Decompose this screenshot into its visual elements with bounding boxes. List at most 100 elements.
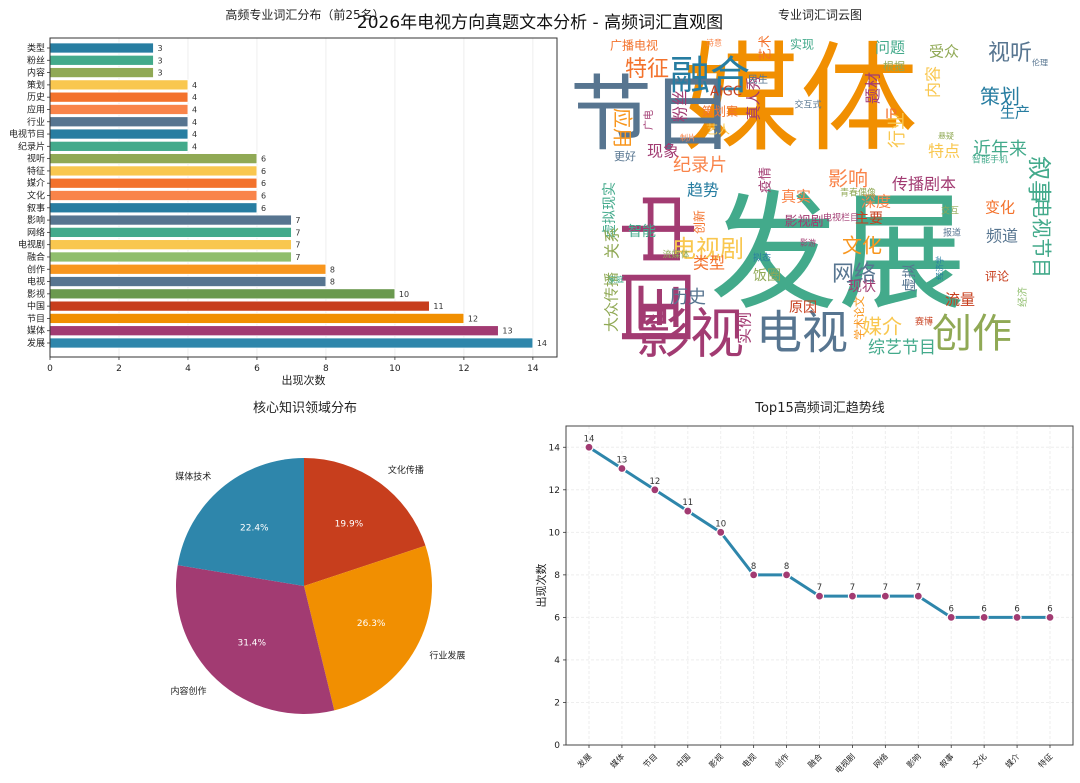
cloud-word: 悬疑 xyxy=(938,131,954,141)
x-tick-label: 中国 xyxy=(674,751,692,769)
data-point xyxy=(617,463,627,474)
x-tick-label: 发展 xyxy=(575,751,593,769)
cloud-word: 内容 xyxy=(924,66,943,98)
cloud-word: 饭圈 xyxy=(753,268,781,284)
x-tick-label: 影响 xyxy=(904,751,922,769)
x-tick-label: 媒介 xyxy=(1004,752,1022,770)
cloud-word: 关系 xyxy=(603,227,622,259)
cloud-word: 特征 xyxy=(625,57,669,82)
y-tick-label: 电视 xyxy=(27,276,45,288)
cloud-word: 影响 xyxy=(828,167,868,191)
x-tick-label: 电视剧 xyxy=(833,751,857,775)
cloud-word: 行业 xyxy=(887,112,908,148)
x-tick-label: 叙事 xyxy=(937,751,955,769)
cloud-word: 受众 xyxy=(929,43,959,61)
x-tick-label: 8 xyxy=(323,364,329,374)
bar-value-label: 4 xyxy=(192,142,197,151)
cloud-word: 发展 xyxy=(710,179,966,328)
data-point xyxy=(781,570,792,580)
cloud-word: 艺术 xyxy=(759,35,774,61)
cloud-word: 节目 xyxy=(570,67,734,162)
cloud-word: 网络 xyxy=(832,262,876,287)
x-tick-label: 10 xyxy=(389,364,401,374)
wordcloud-title: 专业词汇词云图 xyxy=(777,8,862,22)
cloud-word: 交互式 xyxy=(794,99,821,111)
y-tick-label: 媒介 xyxy=(27,178,45,189)
cloud-word: 综艺节目 xyxy=(868,338,936,358)
cloud-word: 经济 xyxy=(1016,287,1029,307)
bar-value-label: 12 xyxy=(468,314,478,323)
cloud-word: 电视栏目 xyxy=(823,212,859,224)
data-point xyxy=(946,612,956,623)
y-tick-label: 行业 xyxy=(27,116,45,128)
cloud-word: 民生 xyxy=(748,73,768,86)
cloud-word: 趋势 xyxy=(687,181,719,200)
y-tick-label: 叙事 xyxy=(27,202,45,214)
cloud-word: 更好 xyxy=(614,149,636,163)
y-tick-label: 应用 xyxy=(27,103,45,115)
y-tick-label: 发展 xyxy=(27,337,45,349)
cloud-word: 传播剧本 xyxy=(892,175,956,194)
cloud-word: 问题 xyxy=(875,39,905,57)
data-point xyxy=(683,506,693,516)
data-point xyxy=(584,442,594,452)
cloud-word: 拟态 xyxy=(753,252,771,264)
y-tick-label: 特征 xyxy=(27,165,45,177)
bar-value-label: 14 xyxy=(537,339,547,348)
cloud-word: 流媒体 xyxy=(662,249,689,261)
y-tick-label: 历史 xyxy=(27,91,45,103)
cloud-word: 智能手机 xyxy=(972,154,1008,166)
bar-value-label: 6 xyxy=(261,155,266,164)
cloud-word: 历史 xyxy=(670,287,706,308)
y-tick-label: 10 xyxy=(549,528,561,538)
cloud-word: 生产 xyxy=(1000,104,1030,122)
y-tick-label: 类型 xyxy=(27,42,45,54)
cloud-word: 智能 xyxy=(628,224,656,240)
y-tick-label: 视听 xyxy=(27,153,45,165)
cloud-word: 虚拟现实 xyxy=(602,182,618,238)
x-tick-label: 6 xyxy=(254,364,260,374)
point-value-label: 10 xyxy=(715,519,726,529)
point-value-label: 6 xyxy=(1014,604,1019,614)
cloud-word: 报道 xyxy=(943,227,961,239)
cloud-word: 交互 xyxy=(941,205,959,217)
point-value-label: 12 xyxy=(649,477,660,487)
data-point xyxy=(913,591,923,601)
cloud-word: 大众传播 xyxy=(603,272,621,332)
point-value-label: 8 xyxy=(751,562,756,572)
bar-value-label: 3 xyxy=(157,44,162,53)
y-tick-label: 策划 xyxy=(27,79,45,91)
bar-value-label: 7 xyxy=(295,228,300,237)
y-tick-label: 粉丝 xyxy=(27,54,45,66)
point-value-label: 11 xyxy=(682,498,693,508)
line-chart-title: Top15高频词汇趋势线 xyxy=(755,401,885,416)
cloud-word: 媒体 xyxy=(682,30,918,168)
cloud-word: 应用 xyxy=(611,108,635,148)
cloud-word: 家庭 xyxy=(608,275,624,285)
cloud-word: 伦理 xyxy=(1032,58,1048,68)
data-point xyxy=(716,527,726,537)
x-tick-label: 电视 xyxy=(740,751,758,769)
x-tick-label: 媒体 xyxy=(608,751,626,769)
y-tick-label: 4 xyxy=(554,656,560,666)
cloud-word: 策划案 xyxy=(702,104,738,119)
y-tick-label: 媒体 xyxy=(27,325,45,337)
bar-value-label: 8 xyxy=(330,278,335,287)
pie-slice xyxy=(176,565,335,714)
bar-value-label: 6 xyxy=(261,192,266,201)
cloud-word: 影视剧 xyxy=(784,215,823,230)
data-point xyxy=(814,591,825,601)
bar-value-label: 6 xyxy=(261,204,266,213)
cloud-word: 文化 xyxy=(842,234,882,258)
y-tick-label: 影视 xyxy=(27,288,45,300)
y-tick-label: 内容 xyxy=(27,67,45,79)
bar-value-label: 11 xyxy=(433,302,443,311)
y-tick-label: 文化 xyxy=(27,190,45,202)
bar-value-label: 7 xyxy=(295,253,300,262)
y-tick-label: 中国 xyxy=(27,300,45,312)
cloud-word: 经济学 xyxy=(935,256,945,280)
x-tick-label: 14 xyxy=(527,364,539,374)
y-tick-label: 2 xyxy=(554,698,560,708)
y-tick-label: 节目 xyxy=(27,313,45,324)
